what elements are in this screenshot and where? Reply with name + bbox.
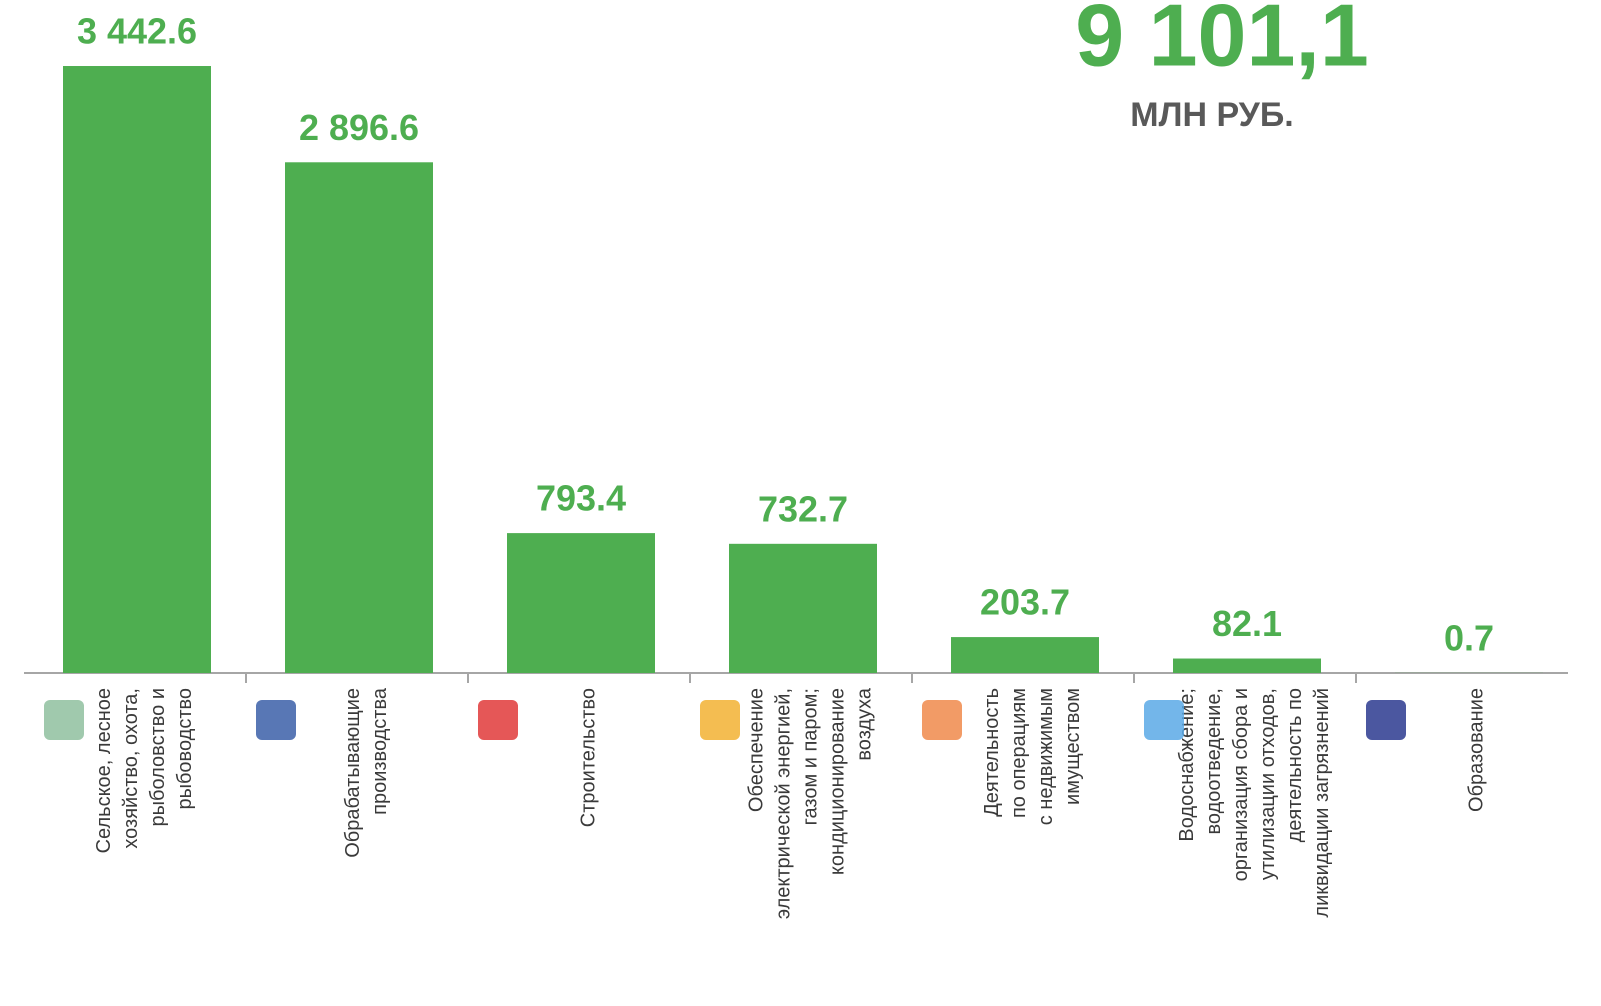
category-icon [700,700,740,740]
bar [729,543,877,673]
value-label: 732.7 [758,488,848,529]
x-tick-label: Образование [1465,688,1487,812]
category-icon [44,700,84,740]
x-tick-label: утилизации отходов, [1257,688,1279,880]
x-tick-label: кондиционирование [826,688,848,875]
category-icon [1144,700,1184,740]
category-icon [1366,700,1406,740]
value-label: 0.7 [1444,617,1494,658]
x-tick-label: с недвижимым [1035,688,1057,825]
x-tick-label: имуществом [1062,688,1084,805]
x-tick-label: деятельность по [1284,688,1306,842]
total-unit: МЛН РУБ. [1130,96,1293,134]
x-tick-label: производства [369,687,391,815]
x-tick-label: организация сбора и [1230,688,1252,881]
x-tick-label: по операциям [1008,688,1030,818]
category-icon [922,700,962,740]
bar [285,162,433,673]
x-tick-label: газом и паром; [799,688,821,825]
bar [63,66,211,674]
value-label: 82.1 [1212,603,1282,644]
x-tick-label: водоотведение, [1203,688,1225,835]
category-icon [256,700,296,740]
x-tick-label: электрической энергией, [772,688,794,919]
value-label: 793.4 [536,478,626,519]
x-tick-label: воздуха [853,687,875,760]
x-tick-label: Обеспечение [745,688,767,812]
x-tick-label: ликвидации загрязнений [1311,688,1333,918]
x-tick-label: хозяйство, охота, [120,688,142,849]
value-label: 203.7 [980,582,1070,623]
x-tick-label: Сельское, лесное [93,688,115,853]
value-label: 2 896.6 [299,107,419,148]
bar [1173,658,1321,673]
total-value: 9 101,1 [1075,0,1369,84]
x-tick-label: рыбоводство [174,688,196,810]
x-tick-label: Строительство [577,688,599,827]
x-tick-label: рыболовство и [147,688,169,826]
category-icon [478,700,518,740]
bar [507,533,655,673]
value-label: 3 442.6 [77,11,197,52]
x-tick-label: Деятельность [981,688,1003,817]
bar [951,637,1099,673]
x-tick-label: Обрабатывающие [342,688,364,858]
